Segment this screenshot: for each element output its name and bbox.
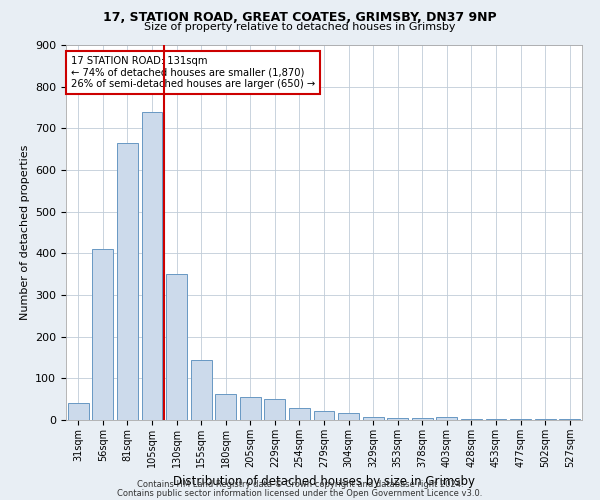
Bar [436, 416, 457, 420]
Bar [510, 419, 531, 420]
Bar [461, 419, 482, 420]
Bar [215, 394, 236, 420]
Bar [68, 402, 89, 420]
Text: Contains HM Land Registry data © Crown copyright and database right 2024.: Contains HM Land Registry data © Crown c… [137, 480, 463, 489]
Bar [166, 274, 187, 420]
Bar [387, 418, 408, 420]
Text: 17 STATION ROAD: 131sqm
← 74% of detached houses are smaller (1,870)
26% of semi: 17 STATION ROAD: 131sqm ← 74% of detache… [71, 56, 316, 90]
Text: Contains public sector information licensed under the Open Government Licence v3: Contains public sector information licen… [118, 488, 482, 498]
Bar [92, 249, 113, 420]
Bar [559, 419, 580, 420]
Bar [485, 419, 506, 420]
Bar [289, 408, 310, 420]
Bar [314, 411, 334, 420]
Bar [191, 360, 212, 420]
Bar [362, 416, 383, 420]
Bar [265, 399, 286, 420]
Bar [412, 418, 433, 420]
Y-axis label: Number of detached properties: Number of detached properties [20, 145, 29, 320]
Bar [535, 419, 556, 420]
Bar [142, 112, 163, 420]
Text: 17, STATION ROAD, GREAT COATES, GRIMSBY, DN37 9NP: 17, STATION ROAD, GREAT COATES, GRIMSBY,… [103, 11, 497, 24]
X-axis label: Distribution of detached houses by size in Grimsby: Distribution of detached houses by size … [173, 476, 475, 488]
Bar [240, 397, 261, 420]
Text: Size of property relative to detached houses in Grimsby: Size of property relative to detached ho… [144, 22, 456, 32]
Bar [117, 143, 138, 420]
Bar [338, 412, 359, 420]
